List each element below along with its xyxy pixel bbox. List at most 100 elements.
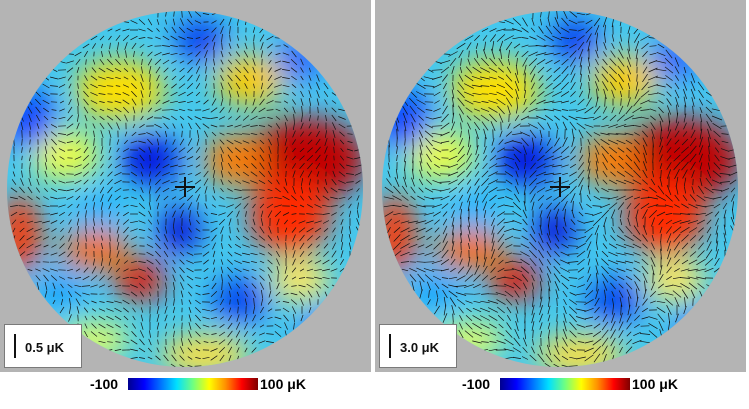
polarization-vector: [91, 162, 97, 170]
polarization-vector: [156, 314, 160, 322]
polarization-vector: [515, 65, 519, 75]
polarization-vector: [138, 28, 146, 32]
polarization-vector: [84, 315, 88, 321]
polarization-vector: [688, 227, 698, 233]
polarization-vector: [90, 284, 98, 288]
polarization-vector: [648, 60, 658, 64]
polarization-vector: [85, 210, 87, 218]
polarization-vector: [466, 265, 472, 275]
polarization-vector: [178, 164, 186, 168]
polarization-vector: [267, 308, 273, 312]
polarization-vector: [164, 234, 168, 242]
polarization-vector: [483, 128, 487, 140]
polarization-vector: [140, 291, 144, 297]
polarization-vector: [489, 332, 497, 336]
polarization-vector: [50, 220, 58, 224]
polarization-vector: [92, 146, 96, 154]
polarization-vector: [592, 217, 602, 227]
polarization-vector: [497, 76, 505, 80]
polarization-vector: [91, 67, 97, 73]
polarization-vector: [552, 82, 562, 90]
polarization-vector: [674, 259, 680, 265]
polarization-vector: [650, 122, 656, 130]
polarization-vector: [194, 20, 202, 24]
polarization-vector: [179, 52, 185, 56]
polarization-vector: [234, 203, 242, 209]
polarization-vector: [155, 242, 161, 250]
polarization-vector: [665, 194, 673, 202]
polarization-vector: [481, 341, 489, 343]
polarization-vector: [576, 242, 586, 250]
polarization-vector: [552, 164, 562, 168]
polarization-vector: [594, 224, 600, 236]
polarization-vector: [252, 27, 256, 33]
polarization-vector: [59, 306, 65, 314]
polarization-vector: [480, 323, 490, 329]
polarization-vector: [681, 161, 689, 171]
polarization-vector: [633, 274, 641, 282]
polarization-vector: [259, 275, 265, 281]
polarization-vector: [188, 322, 192, 330]
polarization-vector: [642, 209, 648, 219]
polarization-vector: [401, 195, 409, 201]
polarization-vector: [338, 108, 346, 112]
polarization-vector: [220, 266, 224, 274]
polarization-vector: [705, 91, 713, 97]
polarization-vector: [251, 148, 257, 152]
polarization-vector: [170, 45, 178, 47]
polarization-vector: [356, 195, 360, 201]
polarization-vector: [540, 330, 542, 338]
polarization-vector: [300, 90, 304, 98]
polarization-vector: [195, 91, 201, 97]
polarization-vector: [463, 91, 475, 97]
polarization-vector: [595, 265, 599, 275]
polarization-vector: [524, 81, 526, 91]
polarization-vector: [179, 75, 185, 81]
polarization-vector: [595, 250, 599, 258]
polarization-vector: [74, 179, 82, 185]
polarization-vector: [147, 37, 153, 39]
polarization-vector: [465, 107, 473, 113]
polarization-vector: [258, 179, 266, 185]
polarization-vector: [433, 91, 441, 97]
polarization-vector: [425, 109, 433, 111]
polarization-vector: [251, 226, 257, 234]
polarization-vector: [451, 217, 455, 227]
polarization-vector: [187, 244, 193, 248]
polarization-vector: [553, 74, 561, 82]
polarization-vector: [43, 107, 49, 113]
polarization-vector: [520, 251, 530, 257]
polarization-vector: [131, 196, 137, 200]
polarization-vector: [82, 292, 90, 296]
polarization-vector: [260, 90, 264, 98]
polarization-vector: [642, 307, 648, 313]
polarization-vector: [324, 107, 328, 113]
polarization-vector: [162, 45, 170, 47]
polarization-vector: [130, 156, 138, 160]
polarization-vector: [657, 185, 665, 195]
polarization-vector: [307, 243, 313, 249]
polarization-vector: [35, 106, 41, 114]
polarization-vector: [260, 50, 264, 58]
polarization-vector: [315, 146, 321, 154]
polarization-vector: [283, 293, 289, 295]
polarization-vector: [116, 122, 120, 130]
polarization-vector: [123, 234, 129, 242]
polarization-vector: [315, 235, 321, 241]
polarization-vector: [618, 330, 624, 338]
polarization-vector: [147, 275, 153, 281]
polarization-vector: [138, 347, 146, 353]
polarization-vector: [139, 357, 145, 359]
polarization-vector: [440, 140, 450, 144]
polarization-vector: [520, 258, 530, 266]
polarization-vector: [212, 139, 216, 145]
polarization-vector: [114, 349, 122, 351]
polarization-vector: [512, 347, 522, 353]
polarization-vector: [37, 131, 39, 137]
polarization-vector: [578, 211, 584, 217]
polarization-vector: [472, 340, 482, 344]
polarization-vector: [633, 161, 641, 171]
polarization-vector: [284, 266, 288, 274]
polarization-vector: [579, 56, 583, 68]
polarization-vector: [395, 169, 399, 179]
